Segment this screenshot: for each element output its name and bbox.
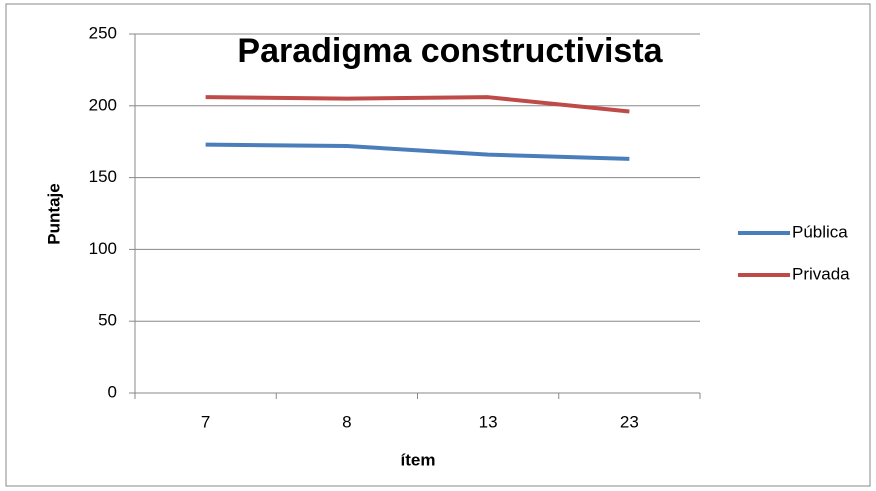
x-tick-label: 8 (342, 412, 351, 431)
y-tick-label: 150 (89, 167, 117, 186)
y-tick-label: 50 (98, 311, 117, 330)
y-tick-label: 250 (89, 23, 117, 42)
x-tick-label: 7 (201, 412, 210, 431)
chart-title: Paradigma constructivista (237, 32, 663, 70)
x-tick-label: 23 (620, 412, 639, 431)
series-line (205, 95, 630, 114)
series-line (205, 142, 630, 161)
y-tick-label: 0 (108, 382, 117, 401)
legend-label: Privada (792, 264, 850, 283)
x-tick-label: 13 (479, 412, 498, 431)
y-axis-label: Puntaje (44, 183, 63, 244)
y-tick-label: 200 (89, 95, 117, 114)
chart-border (5, 3, 871, 487)
y-tick-label: 100 (89, 239, 117, 258)
x-axis-label: ítem (401, 450, 436, 469)
legend-label: Pública (792, 222, 848, 241)
